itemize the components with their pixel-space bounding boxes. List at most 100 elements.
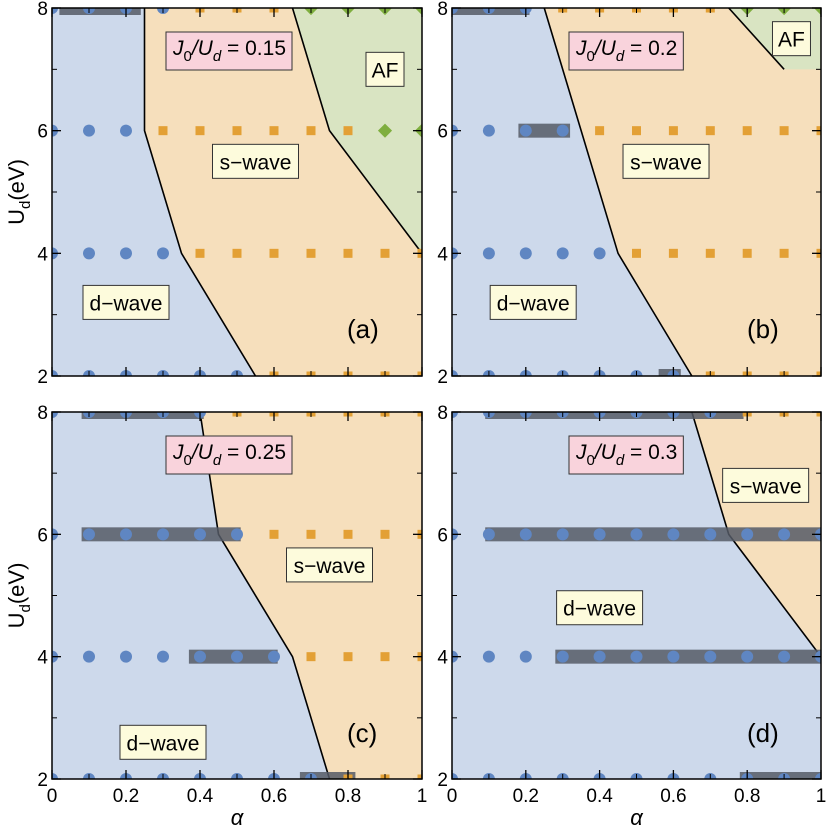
marker-s-wave [232,126,242,136]
marker-s-wave [816,412,821,417]
marker-s-wave [380,652,390,662]
y-tick-label: 6 [437,122,448,143]
boundary-s-af [728,8,785,70]
ratio-label: J0/Ud = 0.3 [568,435,684,475]
panel-tag: (a) [347,314,379,344]
y-tick-label: 6 [37,122,48,143]
marker-s-wave [306,248,316,258]
y-tick-label: 4 [437,244,448,265]
marker-d-wave [194,528,206,541]
marker-s-wave [595,126,605,136]
marker-d-wave [593,247,606,260]
marker-s-wave [668,248,678,258]
marker-af [740,8,755,16]
phase-label-box [119,724,207,760]
marker-af [303,8,319,16]
y-tick-label: 4 [437,648,448,669]
marker-d-wave [83,528,95,541]
y-tick-label: 8 [437,0,448,20]
marker-d-wave [452,8,458,14]
marker-af [414,8,422,16]
x-tick-label: 0.4 [586,786,613,807]
phase-label-text: s−wave [220,151,292,174]
marker-s-wave [742,248,752,258]
phase-label-text: s−wave [630,151,702,174]
marker-s-wave [269,248,279,258]
y-tick-label: 8 [437,403,448,424]
ratio-label-text: J0/Ud = 0.25 [172,441,286,469]
y-tick-label: 2 [37,770,48,791]
marker-d-wave [83,650,95,663]
ratio-label-text: J0/Ud = 0.2 [575,37,677,65]
marker-s-wave [195,126,205,136]
marker-d-wave [120,650,132,663]
marker-s-wave [343,529,353,539]
phase-label-box [365,51,405,87]
marker-s-wave [816,371,821,376]
marker-s-wave [779,126,789,136]
marker-s-wave [195,248,205,258]
coexistence-bar [485,527,821,542]
marker-s-wave [705,248,715,258]
phase-label: d−wave [82,284,170,320]
marker-d-wave [482,247,495,260]
phase-label-box [556,590,644,626]
phase-label-box [82,284,170,320]
panel-d: d−wave s−wave J0/Ud = 0.3 (d) 2 4 6 8 0 0.2 0.4 0.6… [437,403,826,830]
phase-label: s−wave [622,143,710,179]
phase-label-text: d−wave [497,292,570,315]
phase-label-text: AF [372,59,399,82]
marker-s-wave [668,126,678,136]
marker-d-wave [741,650,754,663]
marker-d-wave [519,650,532,663]
marker-d-wave [630,528,643,541]
coexistence-bar [59,8,141,15]
y-tick-label: 4 [37,648,48,669]
marker-d-wave [593,528,606,541]
x-tick-label: 0.2 [113,786,139,807]
panel-a: d−wave s−wave AF J0/Ud = 0.15 (a) 2 4 6 8 Ud(eV) [4,0,423,388]
marker-s-wave [742,126,752,136]
plot-area [52,412,422,779]
ratio-label-box [165,435,293,475]
ratio-label-box [568,435,684,475]
marker-af [414,123,422,138]
marker-d-wave [667,528,680,541]
y-tick-label: 6 [37,525,48,546]
marker-s-wave [306,529,316,539]
y-tick-label: 4 [37,244,48,265]
marker-d-wave [519,528,532,541]
panel-tag: (b) [747,314,779,344]
panel-tag: (d) [747,718,779,748]
marker-d-wave [482,124,495,137]
marker-af [377,8,393,16]
marker-d-wave [704,650,717,663]
boundary-d-s [543,8,693,376]
ratio-label-box [165,31,293,71]
marker-d-wave [778,650,791,663]
phase-label-text: d−wave [90,292,163,315]
phase-label-text: d−wave [563,598,636,621]
marker-s-wave [417,371,422,376]
phase-label-box [286,547,373,583]
x-axis-label: α [231,805,245,830]
phase-label-text: s−wave [294,555,366,578]
phase-label-text: s−wave [730,475,802,498]
marker-s-wave [380,248,390,258]
marker-d-wave [667,650,680,663]
marker-d-wave [815,773,821,779]
marker-d-wave [52,370,58,376]
marker-d-wave [519,247,532,260]
marker-d-wave [157,528,169,541]
phase-label-box [622,143,710,179]
marker-s-wave [269,529,279,539]
marker-d-wave [593,650,606,663]
marker-d-wave [52,412,58,418]
y-tick-label: 8 [37,0,48,20]
marker-d-wave [231,528,243,541]
boundary-s-af [291,8,422,254]
marker-d-wave [194,650,206,663]
marker-d-wave [157,247,169,260]
marker-d-wave [52,773,58,779]
